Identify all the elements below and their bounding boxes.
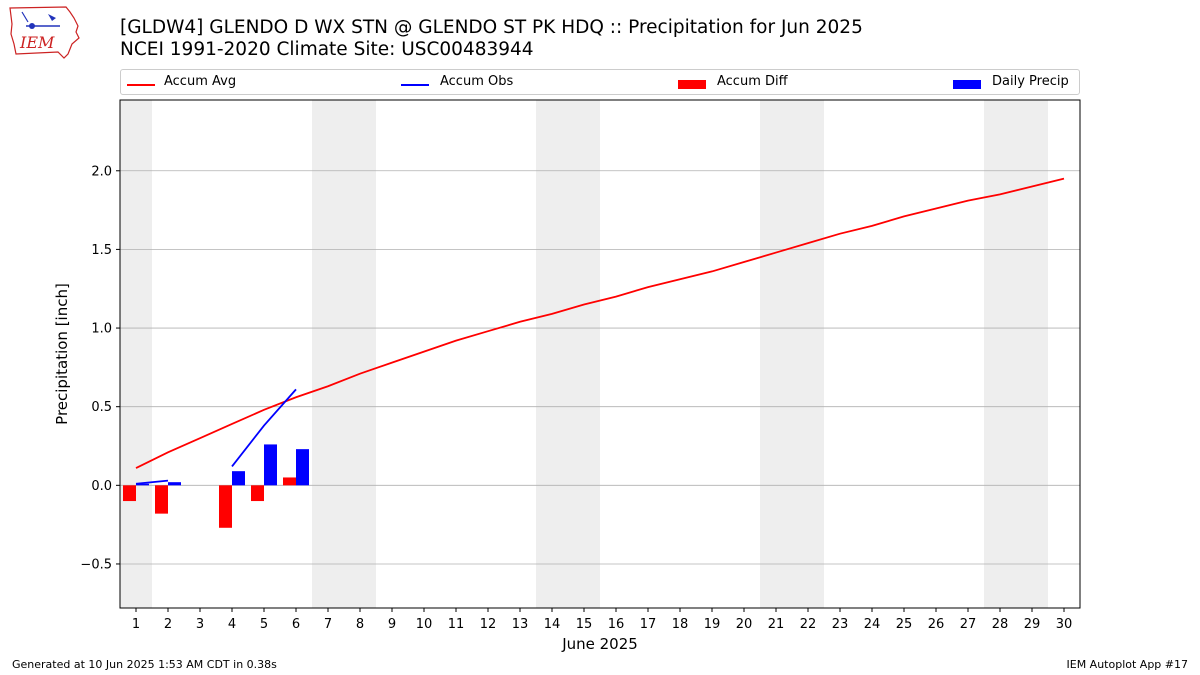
x-tick-label: 12 <box>480 617 497 632</box>
x-tick-label: 7 <box>324 617 332 632</box>
legend-swatch-accum-obs <box>401 84 429 86</box>
legend-label: Daily Precip <box>992 74 1069 89</box>
x-tick-label: 10 <box>416 617 433 632</box>
x-tick-label: 29 <box>1024 617 1041 632</box>
legend-label: Accum Diff <box>717 74 788 89</box>
x-tick-label: 5 <box>260 617 268 632</box>
x-tick-label: 18 <box>672 617 689 632</box>
x-tick-label: 11 <box>448 617 465 632</box>
daily-precip-bar <box>296 449 309 486</box>
x-tick-label: 8 <box>356 617 364 632</box>
weekend-band <box>536 100 600 608</box>
legend-swatch-accum-diff <box>678 80 706 89</box>
footer-app-id: IEM Autoplot App #17 <box>1066 658 1189 671</box>
x-tick-label: 4 <box>228 617 236 632</box>
x-tick-label: 26 <box>928 617 945 632</box>
accum-diff-bar <box>123 485 136 502</box>
x-tick-label: 17 <box>640 617 657 632</box>
y-tick-label: 1.0 <box>91 322 112 337</box>
accum-diff-bar <box>283 477 296 486</box>
y-tick-label: 1.5 <box>91 243 112 258</box>
weekend-band <box>760 100 824 608</box>
chart-title: [GLDW4] GLENDO D WX STN @ GLENDO ST PK H… <box>120 17 863 61</box>
logo-text: IEM <box>19 33 55 52</box>
daily-precip-bar <box>264 444 277 486</box>
accum-obs-line <box>231 388 297 468</box>
accum-avg-line <box>135 177 1065 469</box>
x-tick-label: 1 <box>132 617 140 632</box>
x-tick-label: 24 <box>864 617 881 632</box>
daily-precip-bar <box>168 482 181 486</box>
y-tick-label: 2.0 <box>91 164 112 179</box>
x-tick-label: 6 <box>292 617 300 632</box>
weekend-band <box>312 100 376 608</box>
plot-frame <box>119 99 1081 609</box>
x-tick-label: 22 <box>800 617 817 632</box>
daily-precip-bar <box>136 483 149 486</box>
x-tick-label: 28 <box>992 617 1009 632</box>
x-tick-label: 2 <box>164 617 172 632</box>
x-tick-label: 3 <box>196 617 204 632</box>
legend-swatch-daily-precip <box>953 80 981 89</box>
y-axis-label: Precipitation [inch] <box>53 283 71 425</box>
x-tick-label: 25 <box>896 617 913 632</box>
footer-generated: Generated at 10 Jun 2025 1:53 AM CDT in … <box>12 658 277 671</box>
legend-swatch-accum-avg <box>127 84 155 86</box>
x-tick-label: 20 <box>736 617 753 632</box>
iem-logo: IEM <box>6 4 82 60</box>
legend-label: Accum Avg <box>164 74 237 89</box>
x-tick-label: 30 <box>1056 617 1073 632</box>
weekend-band <box>120 100 152 608</box>
accum-diff-bar <box>155 485 168 514</box>
y-tick-label: 0.0 <box>91 479 112 494</box>
x-axis-label: June 2025 <box>561 635 638 653</box>
x-tick-label: 16 <box>608 617 625 632</box>
accum-diff-bar <box>219 485 232 528</box>
y-tick-label: −0.5 <box>80 557 112 572</box>
x-tick-label: 13 <box>512 617 529 632</box>
weekend-band <box>984 100 1048 608</box>
accum-obs-line <box>135 479 169 485</box>
legend-label: Accum Obs <box>440 74 514 89</box>
x-tick-label: 27 <box>960 617 977 632</box>
daily-precip-bar <box>232 471 245 486</box>
title-line-1: [GLDW4] GLENDO D WX STN @ GLENDO ST PK H… <box>120 17 863 38</box>
accum-diff-bar <box>251 485 264 502</box>
legend: Accum Avg Accum Obs Accum Diff Daily Pre… <box>120 69 1080 95</box>
title-line-2: NCEI 1991-2020 Climate Site: USC00483944 <box>120 39 534 60</box>
x-tick-label: 19 <box>704 617 721 632</box>
x-tick-label: 21 <box>768 617 785 632</box>
x-tick-label: 15 <box>576 617 593 632</box>
x-tick-label: 9 <box>388 617 396 632</box>
x-tick-label: 14 <box>544 617 561 632</box>
x-tick-label: 23 <box>832 617 849 632</box>
y-tick-label: 0.5 <box>91 400 112 415</box>
